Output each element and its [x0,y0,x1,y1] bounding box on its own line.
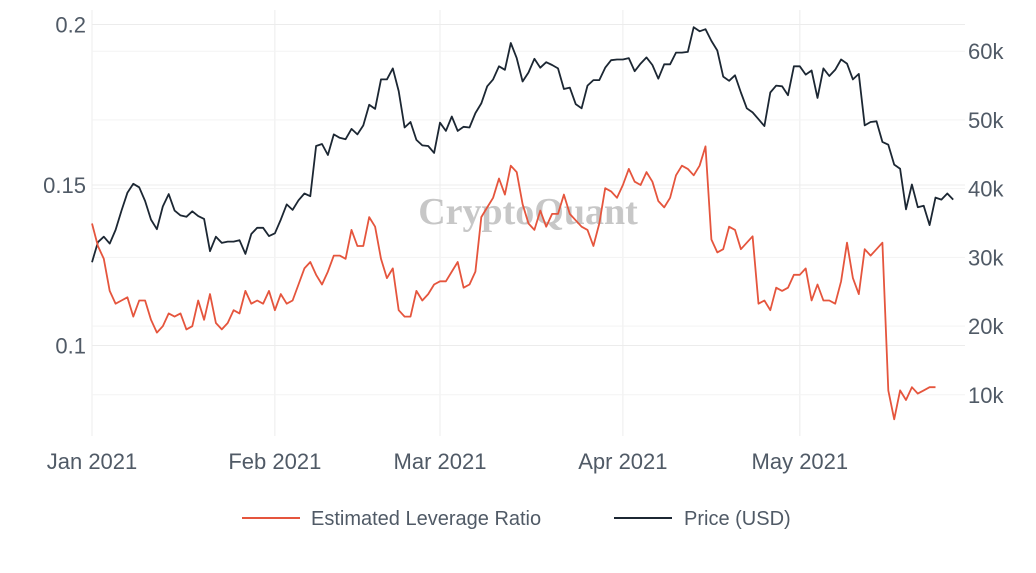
x-tick-label: Feb 2021 [228,449,321,474]
y-left-tick-label: 0.2 [55,12,86,37]
grid-lines [91,10,965,436]
y-right-tick-label: 30k [968,245,1004,270]
y-right-tick-label: 20k [968,314,1004,339]
y-left-tick-label: 0.15 [43,173,86,198]
x-tick-label: Mar 2021 [394,449,487,474]
legend-item-leverage-ratio[interactable]: Estimated Leverage Ratio [242,508,541,530]
x-tick-label: May 2021 [752,449,849,474]
axis-tick-labels: Jan 2021 Feb 2021 Mar 2021 Apr 2021 May 2021… [43,12,1004,474]
series-line-leverage-ratio[interactable] [91,145,936,421]
x-tick-label: Apr 2021 [578,449,667,474]
legend-item-price[interactable]: Price (USD) [614,508,791,530]
y-right-tick-label: 60k [968,39,1004,64]
legend-label: Price (USD) [684,508,791,530]
legend-label: Estimated Leverage Ratio [311,508,541,530]
legend[interactable]: Estimated Leverage Ratio Price (USD) [242,508,791,530]
x-tick-label: Jan 2021 [47,449,138,474]
series-line-price[interactable] [91,26,954,263]
y-right-tick-label: 50k [968,108,1004,133]
y-right-tick-label: 10k [968,383,1004,408]
y-right-tick-label: 40k [968,177,1004,202]
watermark-layer: CryptoQuant [418,191,638,233]
watermark: CryptoQuant [418,191,638,233]
y-left-tick-label: 0.1 [55,333,86,358]
series-lines [91,26,954,421]
